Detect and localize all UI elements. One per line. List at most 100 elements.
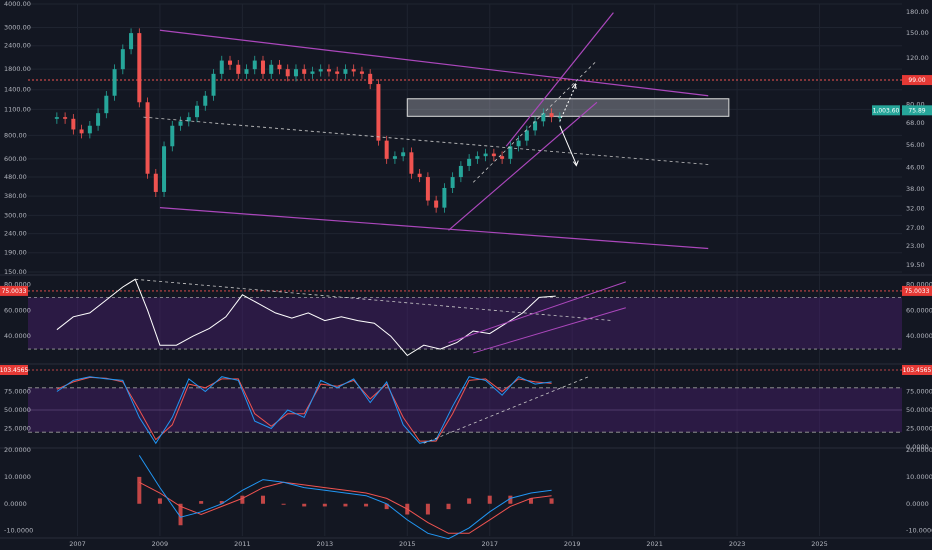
candle[interactable] — [442, 187, 447, 208]
rsi-panel[interactable] — [56, 278, 626, 357]
candle[interactable] — [260, 60, 265, 74]
stoch-right-tick: 0.0000 — [906, 443, 929, 451]
candle[interactable] — [211, 73, 216, 96]
macd-histogram-bar — [322, 503, 327, 507]
candle[interactable] — [318, 69, 323, 72]
candle[interactable] — [153, 173, 158, 192]
macd-histogram-bar — [467, 498, 472, 504]
rsi-level-badge-left-text: 75.0033 — [2, 288, 27, 295]
candle[interactable] — [500, 156, 505, 159]
candle[interactable] — [129, 33, 134, 50]
price-left-tick: 480.00 — [4, 173, 27, 181]
candle[interactable] — [162, 146, 167, 192]
candle[interactable] — [244, 69, 249, 74]
candle[interactable] — [425, 177, 430, 201]
rsi-level-badge-right-text: 75.0033 — [905, 288, 930, 295]
candle[interactable] — [450, 177, 455, 188]
x-tick-label: 2009 — [152, 540, 169, 548]
candle[interactable] — [54, 117, 59, 119]
candle[interactable] — [195, 105, 200, 118]
candle[interactable] — [384, 140, 389, 159]
candle[interactable] — [368, 73, 373, 85]
rsi-channel-upper[interactable] — [448, 281, 626, 344]
bullish-arrow[interactable] — [559, 83, 577, 122]
dashed-midline[interactable] — [143, 116, 709, 165]
candle[interactable] — [96, 113, 101, 126]
rsi-right-tick: 60.0000 — [906, 306, 932, 314]
candle[interactable] — [302, 69, 307, 74]
candle[interactable] — [310, 71, 315, 74]
x-tick-label: 2019 — [564, 540, 581, 548]
candle[interactable] — [516, 140, 521, 147]
candle[interactable] — [376, 84, 381, 141]
candle[interactable] — [524, 130, 529, 141]
macd-line[interactable] — [138, 455, 552, 540]
x-tick-label: 2007 — [69, 540, 86, 548]
candle[interactable] — [219, 60, 224, 74]
rsi-channel-lower[interactable] — [473, 307, 626, 354]
x-tick-label: 2021 — [646, 540, 663, 548]
candle[interactable] — [351, 69, 356, 72]
candle[interactable] — [71, 118, 76, 130]
candle[interactable] — [491, 153, 496, 157]
candle[interactable] — [170, 125, 175, 147]
candle[interactable] — [335, 71, 340, 74]
candle[interactable] — [186, 117, 191, 122]
candle[interactable] — [557, 117, 562, 119]
candle[interactable] — [120, 49, 125, 70]
dashed-channel-mid[interactable] — [472, 60, 598, 183]
candle[interactable] — [475, 156, 480, 159]
macd-right-tick: 20.0000 — [906, 446, 932, 454]
candle[interactable] — [409, 152, 414, 174]
candle[interactable] — [359, 71, 364, 74]
candle[interactable] — [549, 113, 554, 118]
stoch-panel[interactable] — [56, 376, 589, 445]
candle[interactable] — [145, 102, 150, 174]
rsi-level-badge-right — [902, 285, 932, 296]
rising-channel-upper[interactable] — [505, 12, 614, 147]
bearish-arrow[interactable] — [559, 125, 577, 165]
candle[interactable] — [252, 60, 257, 70]
candle[interactable] — [285, 69, 290, 77]
macd-histogram-bar — [260, 495, 265, 504]
x-tick-label: 2025 — [811, 540, 828, 548]
candle[interactable] — [178, 121, 183, 126]
candle[interactable] — [112, 69, 117, 96]
candle[interactable] — [458, 165, 463, 178]
stoch-k-line[interactable] — [56, 376, 552, 445]
rsi-trendline[interactable] — [135, 278, 614, 322]
candle[interactable] — [293, 69, 298, 77]
candle[interactable] — [483, 153, 488, 157]
candle[interactable] — [203, 95, 208, 106]
candle[interactable] — [277, 64, 282, 70]
macd-panel[interactable] — [137, 455, 554, 540]
candle[interactable] — [137, 33, 142, 103]
macd-signal-line[interactable] — [139, 481, 552, 534]
candle[interactable] — [87, 125, 92, 134]
candle[interactable] — [401, 152, 406, 157]
candle[interactable] — [269, 64, 274, 74]
candle[interactable] — [541, 113, 546, 122]
candle[interactable] — [104, 95, 109, 114]
rsi-line[interactable] — [56, 278, 556, 357]
candle[interactable] — [533, 121, 538, 131]
upper-channel-line[interactable] — [159, 29, 709, 97]
supply-zone-box[interactable] — [406, 98, 730, 117]
price-panel[interactable] — [28, 12, 902, 250]
candle[interactable] — [417, 173, 422, 178]
candle[interactable] — [508, 146, 513, 159]
candle[interactable] — [434, 200, 439, 208]
candle[interactable] — [79, 129, 84, 134]
candle[interactable] — [326, 69, 331, 72]
candle[interactable] — [63, 117, 68, 119]
candle[interactable] — [392, 156, 397, 159]
lower-channel-line[interactable] — [159, 207, 709, 250]
price-left-tick: 4000.00 — [4, 0, 31, 8]
candle[interactable] — [343, 69, 348, 74]
candle[interactable] — [236, 64, 241, 74]
candle[interactable] — [228, 60, 233, 65]
stoch-d-line[interactable] — [56, 376, 552, 442]
rising-channel-lower[interactable] — [448, 101, 598, 231]
candle[interactable] — [467, 158, 472, 166]
